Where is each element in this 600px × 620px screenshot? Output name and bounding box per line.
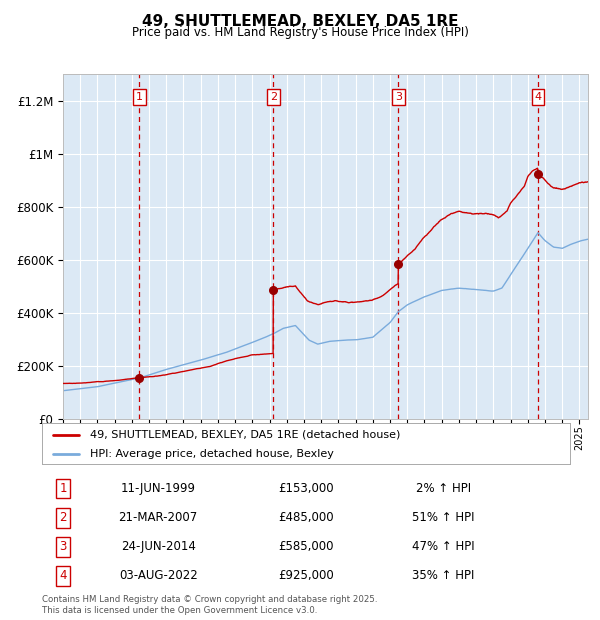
Text: 4: 4: [535, 92, 541, 102]
Text: Price paid vs. HM Land Registry's House Price Index (HPI): Price paid vs. HM Land Registry's House …: [131, 26, 469, 39]
Text: 1: 1: [59, 482, 67, 495]
Text: Contains HM Land Registry data © Crown copyright and database right 2025.
This d: Contains HM Land Registry data © Crown c…: [42, 595, 377, 614]
Text: 03-AUG-2022: 03-AUG-2022: [119, 569, 197, 582]
Text: 1: 1: [136, 92, 143, 102]
Text: 49, SHUTTLEMEAD, BEXLEY, DA5 1RE (detached house): 49, SHUTTLEMEAD, BEXLEY, DA5 1RE (detach…: [89, 430, 400, 440]
Text: 11-JUN-1999: 11-JUN-1999: [121, 482, 196, 495]
Text: 3: 3: [59, 540, 67, 553]
Text: 51% ↑ HPI: 51% ↑ HPI: [412, 512, 475, 524]
Text: 4: 4: [59, 569, 67, 582]
Text: 35% ↑ HPI: 35% ↑ HPI: [412, 569, 475, 582]
Text: 2: 2: [59, 512, 67, 524]
Text: 2: 2: [270, 92, 277, 102]
Text: 2% ↑ HPI: 2% ↑ HPI: [416, 482, 471, 495]
Text: 24-JUN-2014: 24-JUN-2014: [121, 540, 196, 553]
Text: 47% ↑ HPI: 47% ↑ HPI: [412, 540, 475, 553]
Text: 3: 3: [395, 92, 402, 102]
Text: £153,000: £153,000: [278, 482, 334, 495]
Text: £585,000: £585,000: [278, 540, 334, 553]
Text: 49, SHUTTLEMEAD, BEXLEY, DA5 1RE: 49, SHUTTLEMEAD, BEXLEY, DA5 1RE: [142, 14, 458, 29]
Text: £925,000: £925,000: [278, 569, 334, 582]
Text: HPI: Average price, detached house, Bexley: HPI: Average price, detached house, Bexl…: [89, 449, 334, 459]
Text: £485,000: £485,000: [278, 512, 334, 524]
Text: 21-MAR-2007: 21-MAR-2007: [119, 512, 198, 524]
